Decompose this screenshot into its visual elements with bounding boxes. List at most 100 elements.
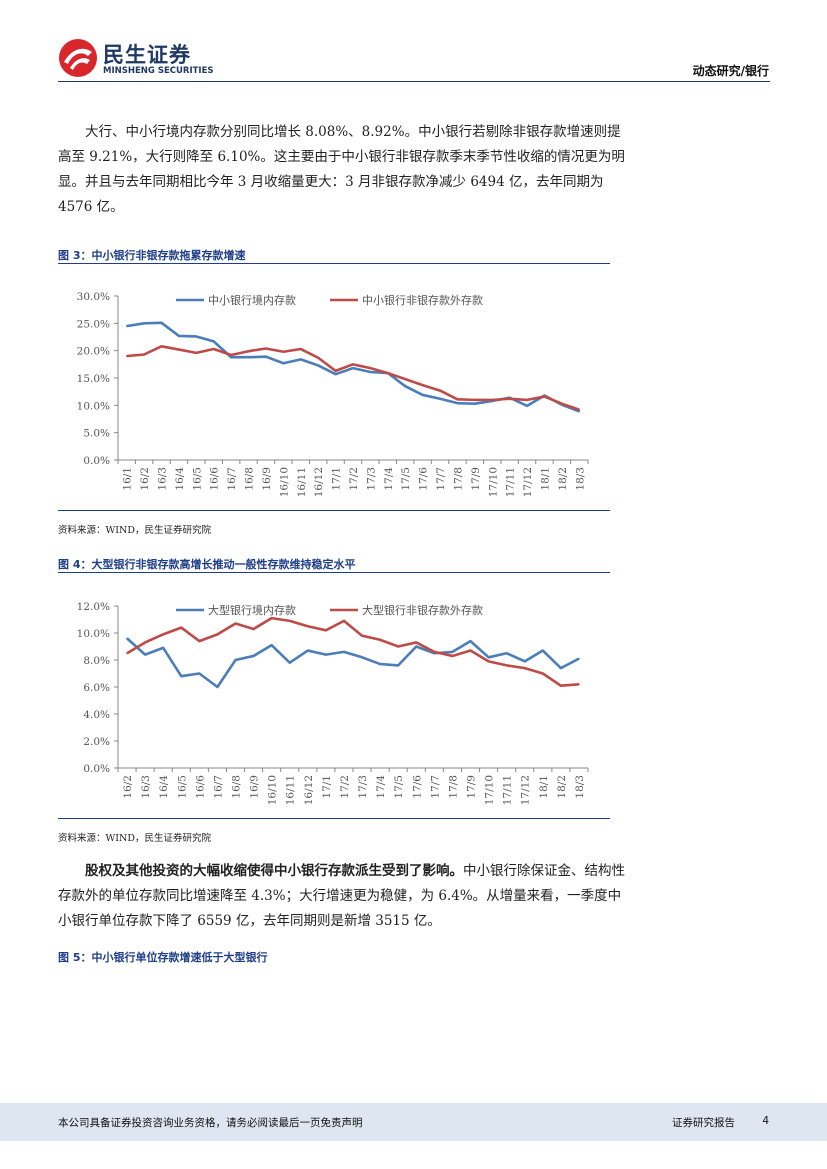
data-point: [505, 664, 508, 667]
data-point: [469, 640, 472, 642]
data-point: [523, 660, 526, 663]
data-point: [578, 657, 580, 660]
data-point: [578, 410, 581, 413]
figure-3-top-rule: [58, 263, 610, 264]
series-line-2: [126, 616, 580, 687]
legend-label-1: 中小银行境内存款: [208, 293, 296, 307]
figure-4-source: 资料来源：WIND，民生证券研究院: [58, 833, 211, 844]
data-point: [415, 645, 418, 648]
data-point: [543, 395, 546, 398]
data-point: [334, 373, 337, 375]
x-tick-label: 17/6: [411, 775, 423, 799]
data-point: [212, 340, 215, 343]
x-tick-label: 17/3: [357, 775, 369, 799]
figure-3-svg: 0.0% 5.0% 10.0% 15.0% 20.0% 25.0% 30.0% 16/1 16/…: [77, 291, 589, 497]
minsheng-logo-icon: [59, 39, 97, 77]
x-tick-label: 16/12: [313, 467, 325, 497]
data-point: [162, 633, 164, 636]
data-point: [198, 672, 201, 675]
data-point: [317, 364, 319, 367]
x-tick-label: 16/11: [285, 775, 297, 805]
data-point: [144, 653, 146, 656]
x-tick-label: 17/4: [375, 775, 387, 799]
data-point: [247, 356, 250, 359]
x-tick-label: 16/5: [191, 467, 203, 491]
data-point: [247, 350, 250, 353]
x-tick-label: 16/2: [122, 775, 134, 799]
data-point: [526, 399, 528, 401]
data-point: [299, 358, 302, 361]
x-tick-label: 16/4: [158, 775, 170, 799]
y-tick-label: 0.0%: [83, 455, 110, 467]
x-tick-label: 16/11: [296, 467, 308, 497]
data-point: [456, 402, 459, 404]
data-point: [180, 626, 183, 629]
data-point: [505, 652, 508, 655]
y-tick-label: 20.0%: [77, 346, 110, 358]
x-tick-label: 16/8: [244, 467, 256, 491]
figure-4-chart: 0.0% 2.0% 4.0% 6.0% 8.0% 10.0% 12.0% 16/2 16/3 16…: [58, 592, 610, 816]
data-point: [491, 399, 494, 401]
x-tick-label: 17/9: [470, 467, 482, 491]
minsheng-logo: 民生证券 MINSHENG SECURITIES: [58, 38, 218, 80]
x-tick-label: 18/3: [574, 775, 586, 799]
x-tick-label: 17/3: [365, 467, 377, 491]
data-point: [325, 629, 327, 632]
logo-english-name: MINSHENG SECURITIES: [103, 66, 214, 76]
x-tick-label: 16/10: [267, 775, 279, 805]
x-tick-label: 16/4: [174, 467, 186, 491]
y-tick-label: 12.0%: [77, 601, 110, 613]
data-point: [523, 667, 526, 669]
header-divider: [58, 81, 770, 82]
y-tick-label: 10.0%: [77, 400, 110, 412]
data-point: [469, 649, 472, 652]
figure-4-svg: 0.0% 2.0% 4.0% 6.0% 8.0% 10.0% 12.0% 16/2 16/3 16…: [77, 601, 589, 805]
data-point: [270, 617, 273, 619]
x-tick-label: 16/9: [249, 775, 261, 799]
figure-3-bottom-rule: [58, 510, 610, 511]
figure-4-title: 图 4：大型银行非银存款高增长推动一般性存款维持稳定水平: [58, 558, 356, 571]
data-point: [379, 638, 381, 641]
y-tick-label: 4.0%: [83, 709, 110, 721]
x-tick-label: 17/11: [502, 775, 514, 805]
data-point: [216, 686, 219, 688]
x-tick-label: 17/5: [393, 775, 405, 799]
data-point: [195, 335, 198, 338]
x-tick-label: 18/2: [556, 775, 568, 799]
figure-3-title: 图 3：中小银行非银存款拖累存款增速: [58, 249, 246, 262]
data-point: [508, 397, 511, 400]
body-paragraph-1: 大行、中小行境内存款分别同比增长 8.08%、8.92%。中小银行若剔除非银存款…: [58, 124, 625, 215]
data-point: [421, 384, 424, 386]
section-title: 动态研究/银行: [692, 64, 769, 78]
data-point: [230, 354, 232, 356]
y-tick-label: 8.0%: [83, 655, 110, 667]
x-tick-label: 17/7: [435, 467, 447, 491]
legend-label-2: 大型银行非银存款外存款: [362, 603, 483, 617]
data-point: [178, 335, 180, 337]
data-point: [288, 661, 291, 664]
x-tick-label: 17/8: [447, 775, 459, 799]
data-point: [143, 322, 145, 325]
data-point: [282, 350, 285, 353]
data-point: [212, 348, 215, 350]
data-point: [487, 656, 490, 659]
data-point: [265, 347, 267, 350]
data-point: [162, 647, 164, 649]
data-point: [397, 664, 399, 667]
data-point: [307, 625, 309, 628]
data-point: [560, 667, 562, 669]
figure-4-top-rule: [58, 572, 610, 573]
data-point: [317, 356, 319, 359]
data-point: [288, 620, 291, 622]
footer-disclaimer: 本公司具备证券投资咨询业务资格，请务必阅读最后一页免责声明: [58, 1117, 363, 1129]
x-tick-label: 16/2: [139, 467, 151, 491]
data-point: [542, 649, 544, 652]
x-tick-label: 16/8: [231, 775, 243, 799]
page-header: 民生证券 MINSHENG SECURITIES 动态研究/银行: [0, 0, 827, 90]
x-tick-label: 17/1: [331, 467, 343, 491]
footer-report-type: 证券研究报告: [672, 1117, 735, 1129]
figure-3-source: 资料来源：WIND，民生证券研究院: [58, 525, 211, 536]
x-tick-label: 16/7: [226, 467, 238, 491]
y-tick-label: 10.0%: [77, 628, 110, 640]
page-footer: 本公司具备证券投资咨询业务资格，请务必阅读最后一页免责声明 证券研究报告 4: [0, 1103, 827, 1141]
